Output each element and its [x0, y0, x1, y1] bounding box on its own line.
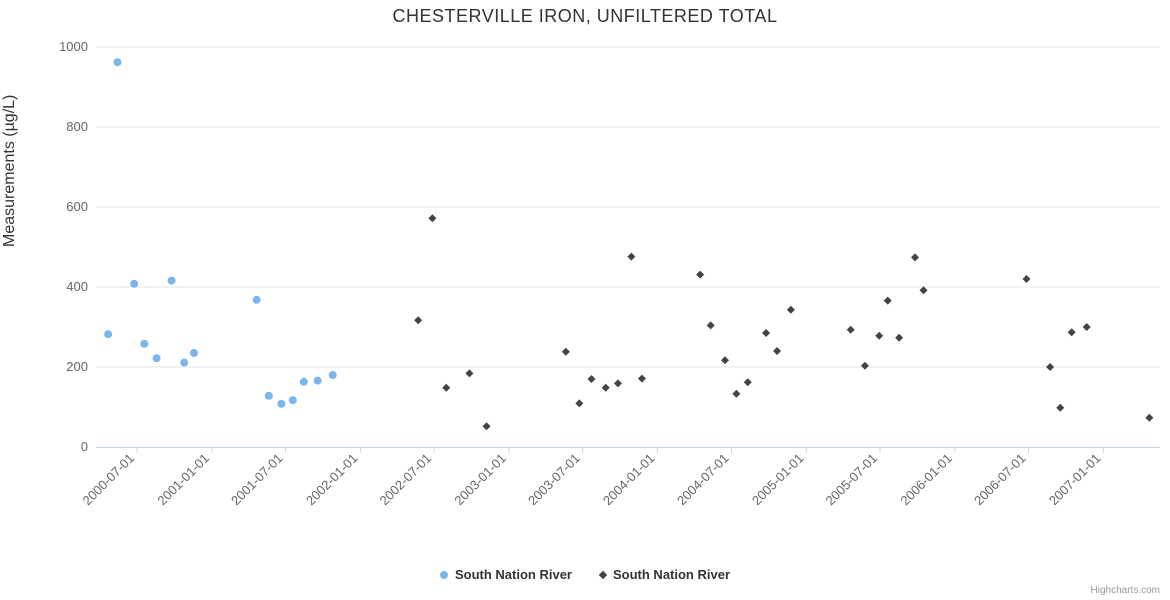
- data-point-series-2[interactable]: [846, 325, 855, 334]
- data-point-series-2[interactable]: [786, 305, 795, 314]
- data-point-series-2[interactable]: [860, 361, 869, 370]
- data-point-series-2[interactable]: [743, 378, 752, 387]
- data-point-series-2[interactable]: [601, 383, 610, 392]
- data-point-series-2[interactable]: [1067, 328, 1076, 337]
- data-point-series-2[interactable]: [883, 296, 892, 305]
- data-point-series-2[interactable]: [465, 369, 474, 378]
- x-axis-tick-label: 2006-07-01: [971, 451, 1029, 509]
- data-point-series-2[interactable]: [919, 286, 928, 295]
- data-point-series-1[interactable]: [277, 399, 286, 408]
- x-axis-tick-label: 2002-01-01: [303, 451, 361, 509]
- x-axis-tick-label: 2001-07-01: [228, 451, 286, 509]
- y-axis-tick-label: 600: [66, 199, 88, 214]
- data-point-series-2[interactable]: [442, 383, 451, 392]
- chart-title: CHESTERVILLE IRON, UNFILTERED TOTAL: [392, 6, 778, 26]
- x-axis-tick-label: 2006-01-01: [897, 451, 955, 509]
- x-axis-tick-label: 2007-01-01: [1046, 451, 1104, 509]
- data-point-series-1[interactable]: [167, 276, 176, 285]
- data-point-series-1[interactable]: [104, 330, 113, 339]
- x-axis-tick-label: 2004-07-01: [674, 451, 732, 509]
- x-axis-tick-label: 2000-07-01: [79, 451, 137, 509]
- data-point-series-2[interactable]: [875, 331, 884, 340]
- data-point-series-2[interactable]: [773, 347, 782, 355]
- y-axis-tick-label: 800: [66, 119, 88, 134]
- x-axis-tick-label: 2001-01-01: [154, 451, 212, 509]
- y-axis-tick-label: 1000: [59, 39, 88, 54]
- series-2-diamond-marker-icon: [598, 570, 608, 579]
- highcharts-credits-link[interactable]: Highcharts.com: [1090, 585, 1160, 596]
- x-axis-tick-label: 2003-01-01: [451, 451, 509, 509]
- data-point-series-1[interactable]: [189, 349, 198, 357]
- legend: South Nation River South Nation River: [0, 567, 1170, 582]
- data-point-series-2[interactable]: [1022, 275, 1031, 283]
- legend-item-series-1[interactable]: South Nation River: [439, 567, 572, 582]
- data-point-series-2[interactable]: [1082, 323, 1091, 331]
- data-point-series-2[interactable]: [910, 253, 919, 262]
- legend-item-label: South Nation River: [454, 567, 572, 582]
- data-point-series-2[interactable]: [587, 375, 596, 383]
- data-point-series-2[interactable]: [706, 321, 715, 330]
- data-point-series-2[interactable]: [720, 356, 729, 365]
- data-point-series-1[interactable]: [113, 58, 122, 67]
- y-axis-tick-label: 0: [81, 439, 88, 454]
- data-point-series-2[interactable]: [732, 389, 741, 398]
- data-point-series-2[interactable]: [762, 329, 771, 337]
- x-axis-tick-label: 2002-07-01: [377, 451, 435, 509]
- data-point-series-2[interactable]: [627, 252, 636, 261]
- data-point-series-2[interactable]: [1145, 413, 1154, 422]
- data-point-series-2[interactable]: [637, 374, 646, 383]
- y-axis-tick-label: 400: [66, 279, 88, 294]
- data-point-series-2[interactable]: [414, 316, 423, 325]
- data-point-series-1[interactable]: [288, 396, 297, 405]
- data-point-series-1[interactable]: [180, 358, 189, 367]
- x-axis-tick-label: 2005-01-01: [749, 451, 807, 509]
- data-point-series-2[interactable]: [561, 347, 570, 356]
- data-point-series-1[interactable]: [328, 371, 337, 379]
- data-point-series-2[interactable]: [613, 379, 622, 388]
- y-axis-tick-label: 200: [66, 359, 88, 374]
- data-point-series-2[interactable]: [428, 214, 437, 223]
- data-point-series-2[interactable]: [575, 399, 584, 408]
- data-point-series-1[interactable]: [152, 354, 161, 363]
- x-axis-tick-label: 2005-07-01: [822, 451, 880, 509]
- x-axis-tick-label: 2004-01-01: [600, 451, 658, 509]
- data-point-series-1[interactable]: [140, 339, 149, 348]
- data-point-series-2[interactable]: [1046, 363, 1055, 371]
- data-point-series-2[interactable]: [482, 422, 491, 431]
- x-axis-tick-label: 2003-07-01: [525, 451, 583, 509]
- data-point-series-1[interactable]: [264, 391, 273, 400]
- legend-item-series-2[interactable]: South Nation River: [598, 567, 731, 582]
- data-point-series-1[interactable]: [299, 377, 308, 386]
- y-axis-title: Measurements (µg/L): [1, 94, 18, 247]
- data-point-series-2[interactable]: [895, 333, 904, 342]
- data-point-series-2[interactable]: [696, 270, 705, 279]
- data-point-series-1[interactable]: [313, 376, 322, 385]
- data-point-series-1[interactable]: [252, 295, 261, 304]
- data-point-series-1[interactable]: [130, 279, 139, 288]
- series-1-circle-marker-icon: [439, 570, 448, 579]
- legend-item-label: South Nation River: [613, 567, 731, 582]
- data-point-series-2[interactable]: [1056, 403, 1065, 412]
